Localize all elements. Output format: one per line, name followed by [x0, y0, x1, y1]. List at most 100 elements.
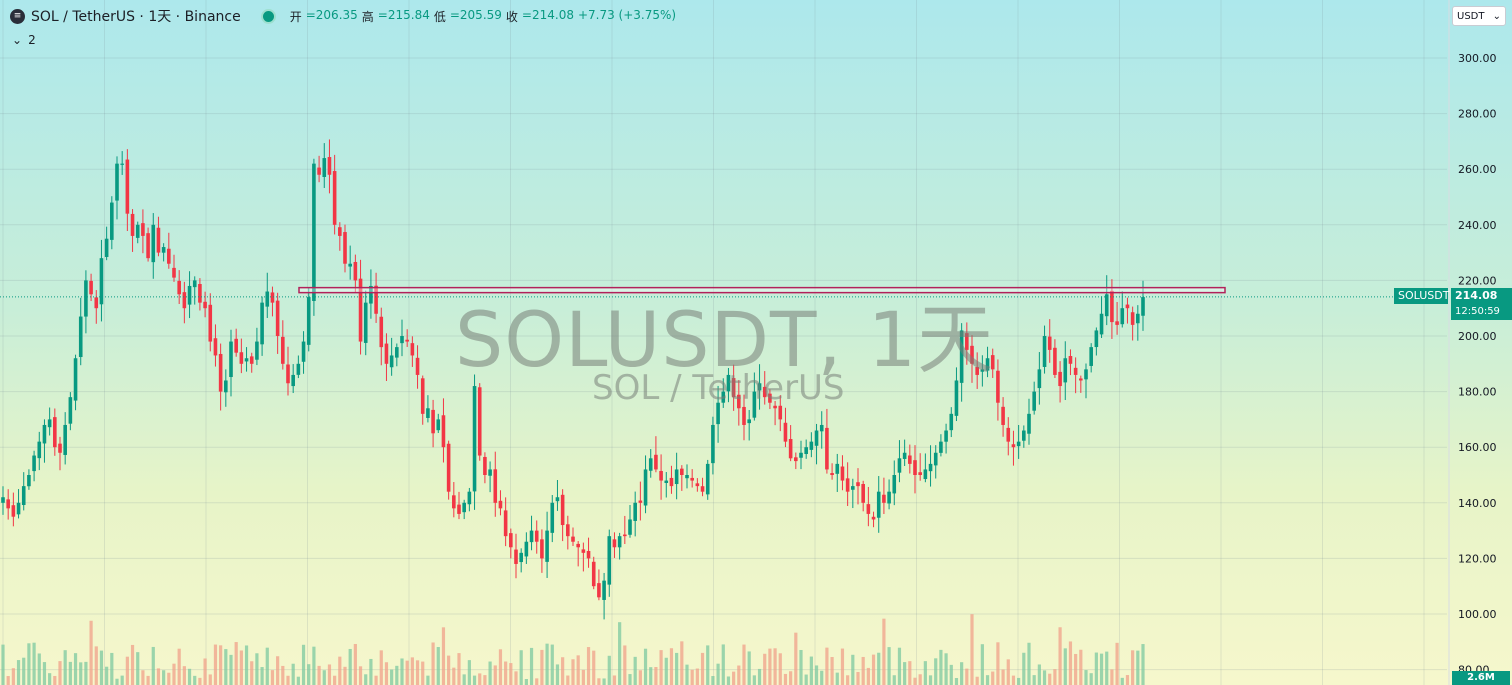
currency-select[interactable]: USDT ⌄: [1452, 6, 1506, 26]
candle-body: [452, 495, 456, 509]
candle-body: [1001, 406, 1005, 425]
candle-body: [275, 300, 280, 336]
candle-body: [566, 524, 570, 537]
candle-body: [674, 469, 679, 485]
candle-body: [306, 297, 311, 345]
y-axis-tick-label: 240.00: [1458, 219, 1497, 232]
candle-body: [400, 336, 404, 344]
volume-bar: [53, 675, 57, 685]
candle-body: [716, 402, 720, 425]
candle-body: [213, 338, 218, 356]
candle-body: [783, 422, 788, 442]
volume-bar: [488, 661, 492, 685]
candle-body: [503, 510, 508, 537]
candle-body: [540, 539, 544, 559]
candle-body: [1027, 413, 1031, 434]
volume-bar: [835, 672, 839, 685]
volume-bar: [224, 649, 228, 685]
candle-body: [477, 387, 482, 456]
candle-body: [933, 452, 938, 466]
volume-bar: [1022, 652, 1026, 685]
volume-bar: [1079, 649, 1083, 685]
candle-body: [944, 430, 948, 442]
candle-body: [141, 223, 145, 236]
candle-body: [130, 213, 135, 236]
volume-bar: [892, 675, 896, 685]
candle-body: [752, 391, 757, 418]
volume-bar: [1074, 653, 1078, 685]
volume-bar: [840, 648, 845, 685]
volume-bar: [690, 669, 694, 685]
candle-body: [519, 552, 523, 563]
volume-bar: [980, 644, 984, 685]
candle-body: [234, 338, 238, 353]
volume-bar: [618, 622, 622, 685]
y-axis-tick-label: 100.00: [1458, 608, 1497, 621]
candle-body: [151, 224, 156, 263]
candle-body: [6, 499, 10, 509]
volume-bar: [659, 650, 663, 685]
volume-bar: [830, 656, 834, 685]
volume-bar: [633, 656, 637, 685]
volume-bar: [379, 650, 383, 685]
candle-body: [239, 352, 244, 364]
candle-body: [731, 378, 736, 398]
volume-bar: [504, 661, 508, 685]
volume-bar: [1099, 653, 1104, 685]
volume-bar: [695, 668, 699, 685]
volume-bar: [68, 661, 72, 685]
candle-body: [897, 458, 902, 473]
candle-body: [902, 452, 907, 459]
candle-body: [711, 424, 715, 464]
volume-bar: [581, 669, 585, 685]
volume-bar: [120, 675, 124, 685]
volume-bar: [960, 662, 964, 685]
volume-bar: [737, 665, 741, 685]
volume-bar: [115, 678, 119, 685]
volume-bar: [172, 663, 176, 685]
volume-bar: [213, 644, 218, 685]
volume-bar: [1094, 652, 1098, 685]
candle-body: [358, 278, 363, 342]
volume-bar: [410, 657, 414, 685]
candle-body: [980, 369, 985, 372]
candle-body: [265, 291, 270, 307]
candle-body: [327, 157, 332, 175]
volume-bar: [903, 662, 907, 685]
volume-bar: [374, 675, 378, 685]
volume-bar: [1058, 627, 1062, 685]
volume-bar: [483, 675, 487, 685]
volume-bar: [1068, 641, 1073, 685]
volume-bar: [478, 673, 482, 685]
volume-bar: [105, 666, 109, 685]
volume-bar: [726, 676, 731, 685]
market-status-icon[interactable]: [260, 8, 276, 24]
candle-body: [825, 427, 829, 470]
indicators-toggle[interactable]: ⌄ 2: [12, 33, 36, 47]
candle-body: [1068, 356, 1073, 364]
ohlc-low-value: =205.59: [449, 7, 502, 22]
candle-body: [395, 347, 399, 358]
volume-bar: [732, 671, 736, 685]
volume-bar: [970, 614, 974, 685]
candle-body: [1063, 358, 1068, 383]
candle-body: [990, 355, 995, 370]
candle-body: [384, 343, 389, 364]
symbol-title[interactable]: SOL / TetherUS · 1天 · Binance: [31, 9, 241, 25]
volume-bar: [887, 647, 891, 685]
candle-body: [560, 494, 565, 526]
candle-body: [47, 419, 52, 428]
volume-bar: [763, 653, 767, 685]
volume-bar: [996, 642, 1000, 685]
candle-body: [27, 475, 31, 487]
candle-body: [389, 355, 394, 368]
volume-bar: [571, 659, 575, 685]
volume-bar: [804, 674, 808, 685]
y-axis-tick-label: 220.00: [1458, 274, 1497, 287]
volume-bar: [400, 658, 404, 685]
volume-bar: [985, 675, 990, 685]
candle-body: [695, 483, 700, 487]
candle-body: [700, 486, 705, 492]
candle-body: [68, 397, 73, 424]
